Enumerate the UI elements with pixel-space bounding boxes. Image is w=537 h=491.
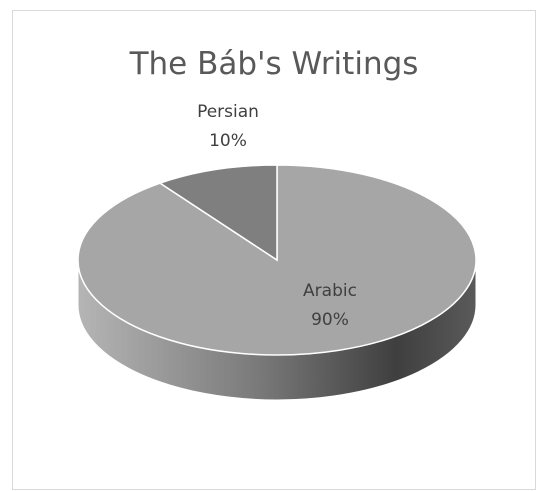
data-label-arabic-percent: 90%: [311, 310, 349, 330]
data-label-persian-name: Persian: [197, 102, 259, 122]
data-label-arabic-name: Arabic: [303, 281, 357, 301]
chart-title: The Báb's Writings: [129, 46, 419, 82]
data-label-persian-percent: 10%: [209, 131, 247, 151]
pie-slice-persian: [158, 164, 278, 262]
